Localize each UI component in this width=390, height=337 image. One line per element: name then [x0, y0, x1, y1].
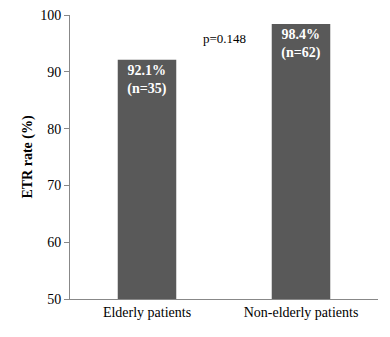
svg-text:70: 70 [47, 178, 61, 193]
svg-text:100: 100 [40, 8, 61, 23]
svg-text:92.1%(n=35): 92.1%(n=35) [127, 63, 166, 97]
svg-text:98.4%(n=62): 98.4%(n=62) [281, 27, 320, 61]
svg-text:ETR rate (%): ETR rate (%) [20, 115, 36, 199]
svg-text:Elderly patients: Elderly patients [103, 305, 191, 320]
svg-text:50: 50 [47, 292, 61, 307]
svg-text:90: 90 [47, 65, 61, 80]
svg-text:Non-elderly patients: Non-elderly patients [244, 305, 359, 320]
svg-text:p=0.148: p=0.148 [203, 31, 246, 46]
svg-text:60: 60 [47, 235, 61, 250]
svg-text:80: 80 [47, 122, 61, 137]
